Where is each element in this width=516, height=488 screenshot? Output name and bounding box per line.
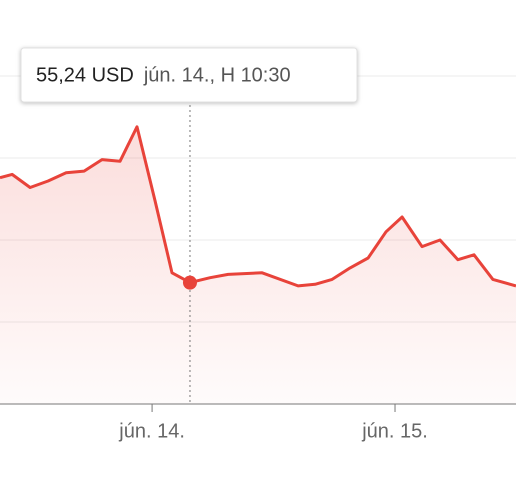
tooltip-value: 55,24 USD — [36, 64, 134, 86]
hover-point — [182, 275, 197, 290]
x-tick-label: jún. 14. — [118, 420, 185, 442]
x-tick-label: jún. 15. — [361, 420, 428, 442]
price-line — [0, 125, 516, 288]
tooltip-box — [20, 47, 358, 103]
tooltip-time: jún. 14., H 10:30 — [143, 64, 291, 86]
area — [0, 126, 516, 405]
